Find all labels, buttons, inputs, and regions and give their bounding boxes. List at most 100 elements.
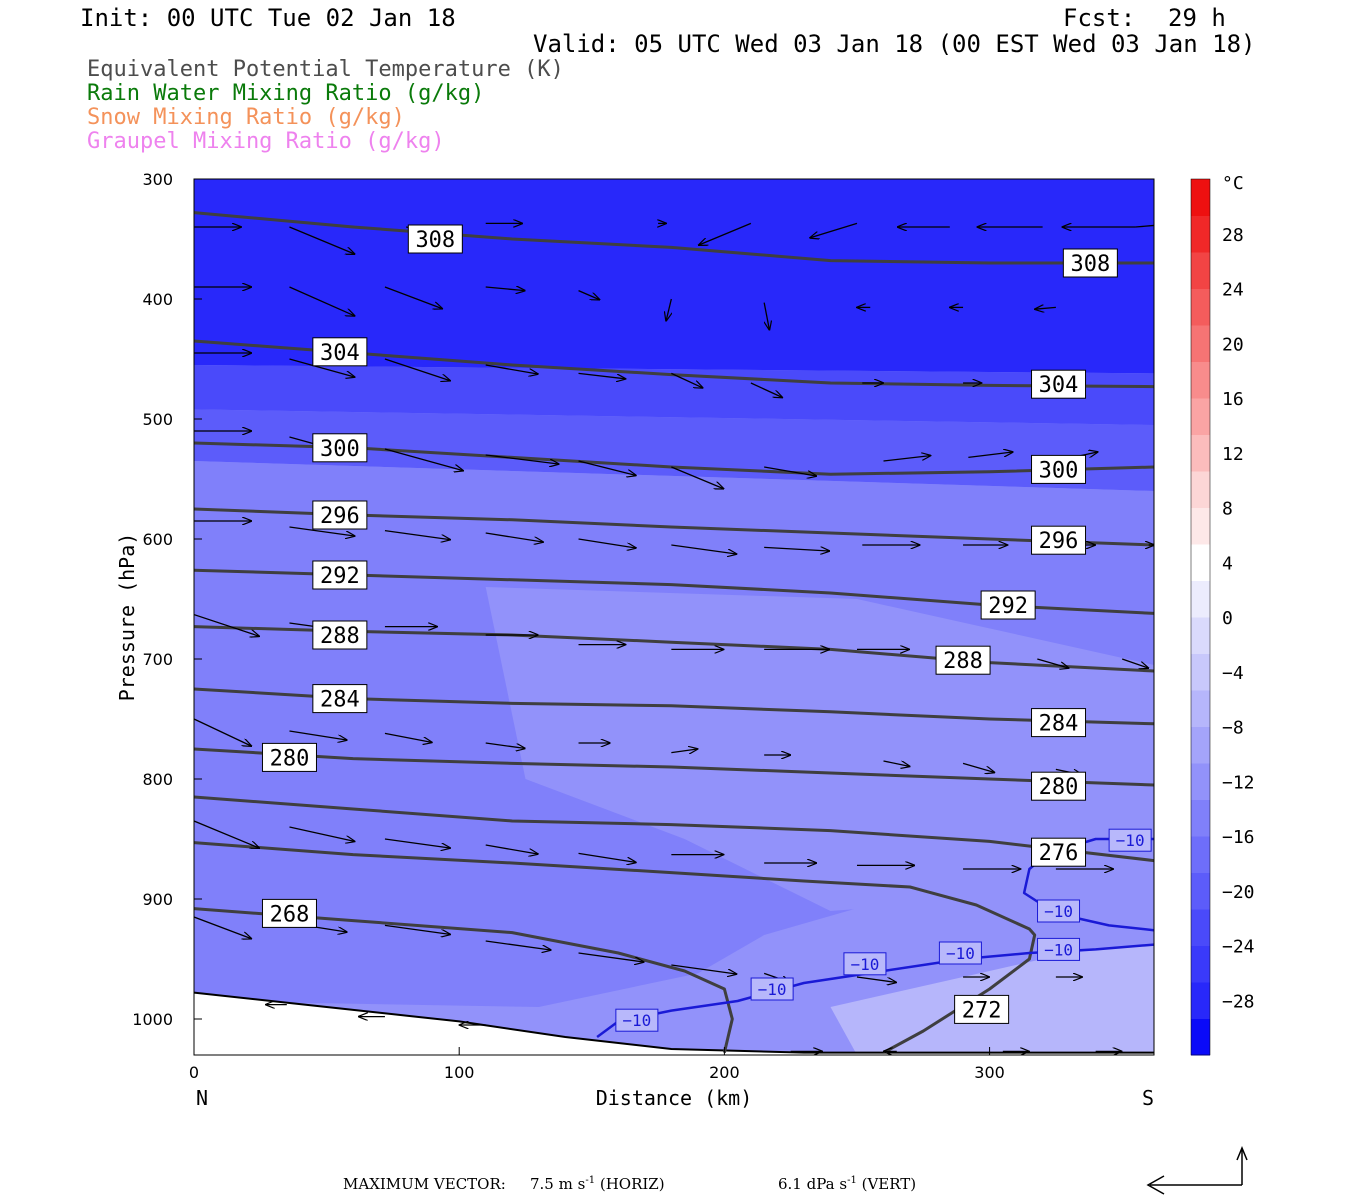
max-vector-horiz-unit: (HORIZ) [599, 1175, 665, 1193]
theta-e-contour [194, 795, 1154, 863]
left-end-label: N [196, 1086, 208, 1110]
colorbar-segment [1191, 872, 1210, 910]
ground-line [194, 991, 1154, 1054]
colorbar-tick-label: −24 [1222, 937, 1255, 958]
theta-e-label-box [980, 590, 1036, 620]
colorbar-segment [1191, 434, 1210, 472]
isotherm-label: −10 [850, 955, 879, 974]
theta-e-label: 300 [320, 437, 360, 462]
valid-time: Valid: 05 UTC Wed 03 Jan 18 (00 EST Wed … [533, 30, 1256, 58]
wind-vector [968, 452, 1012, 459]
wind-vector [1135, 224, 1154, 228]
isotherm-label: −10 [622, 1011, 651, 1030]
wind-vector [578, 952, 644, 962]
colorbar-frame [1190, 178, 1211, 1056]
wind-vector [671, 749, 697, 753]
wind-vector [289, 730, 346, 740]
colorbar-segment [1191, 836, 1210, 873]
x-tick-label: 300 [974, 1063, 1005, 1082]
colorbar-segment [1191, 507, 1210, 545]
wind-vector [671, 544, 736, 554]
wind-vector [485, 287, 525, 291]
wind-vector [883, 760, 910, 766]
colorbar-segment [1191, 945, 1210, 983]
colorbar-tick-label: 0 [1222, 608, 1233, 629]
colorbar-tick-label: −12 [1222, 772, 1255, 793]
field-graupel-label: Graupel Mixing Ratio (g/kg) [87, 129, 445, 154]
isotherm-label-box [938, 941, 982, 965]
wind-vector [194, 613, 259, 637]
wind-vector [384, 529, 450, 540]
max-vector-reference-arrow [1146, 1146, 1248, 1195]
wind-vector [384, 924, 450, 934]
colorbar-tick-label: −8 [1222, 718, 1244, 739]
wind-vector [578, 372, 626, 378]
forecast-hour-label: Fcst: [1063, 4, 1136, 32]
colorbar-tick-label: 16 [1222, 389, 1244, 410]
theta-e-label-box [407, 224, 463, 254]
max-vector-horiz-value: 7.5 m s [530, 1175, 586, 1193]
theta-e-label: 288 [320, 624, 360, 649]
shading-band [194, 409, 1154, 491]
y-tick-label: 700 [142, 650, 173, 669]
wind-vector [384, 838, 450, 848]
theta-e-label-box [1031, 837, 1087, 867]
field-snow-label: Snow Mixing Ratio (g/kg) [87, 105, 405, 130]
theta-e-label-box [261, 742, 317, 772]
colorbar-segment [1191, 982, 1210, 1019]
colorbar-segment [1191, 215, 1210, 253]
axes: 300 400 500 600 700 800 900 1000 0 100 200 300 Dista… [115, 170, 1154, 1110]
theta-e-label: 280 [270, 746, 310, 771]
isotherm-label: −10 [1116, 831, 1145, 850]
x-tick-label: 200 [709, 1063, 740, 1082]
wind-vector [671, 964, 736, 974]
max-vector-horiz: 7.5 m s-1 (HORIZ) [530, 1175, 665, 1193]
theta-e-label: 276 [1039, 841, 1079, 866]
theta-e-label-box [312, 500, 368, 530]
colorbar-segment [1191, 288, 1210, 326]
colorbar-segment [1191, 909, 1210, 946]
theta-e-label-box [1031, 369, 1087, 399]
isotherm-label-box [1037, 899, 1081, 923]
wind-vector [764, 547, 829, 551]
theta-e-label: 296 [1039, 529, 1079, 554]
wind-vector [194, 820, 259, 848]
colorbar-tick-label: 4 [1222, 553, 1233, 574]
isotherm-label: −10 [946, 944, 975, 963]
wind-vector [699, 222, 752, 245]
colorbar-segment [1191, 580, 1210, 618]
wind-vector [1037, 658, 1068, 668]
wind-vector [666, 298, 671, 321]
forecast-hour-value: 29 h [1168, 4, 1226, 32]
theta-e-label: 308 [1070, 252, 1110, 277]
wind-vector [289, 826, 354, 841]
y-tick-label: 500 [142, 410, 173, 429]
theta-e-label-box [1062, 248, 1118, 278]
theta-e-label: 284 [320, 688, 360, 713]
colorbar: 28 24 20 16 12 8 4 0 −4 −8 −12 −16 −20 −24 −28 °C [1190, 173, 1255, 1056]
colorbar-tick-label: 20 [1222, 334, 1244, 355]
theta-e-label: 308 [415, 228, 455, 253]
wind-vector [485, 844, 538, 854]
colorbar-tick-label: −20 [1222, 882, 1255, 903]
wind-vector [289, 226, 354, 254]
max-vector-horiz-exponent: -1 [585, 1175, 596, 1186]
init-time: Init: 00 UTC Tue 02 Jan 18 [80, 4, 456, 32]
theta-e-contour [194, 211, 1154, 265]
wind-vector [810, 222, 858, 237]
theta-e-label-box [312, 620, 368, 650]
theta-e-label: 292 [320, 564, 360, 589]
theta-e-label-box [312, 433, 368, 463]
isotherm-label-box [1108, 828, 1152, 852]
theta-e-label: 300 [1039, 458, 1079, 483]
colorbar-unit: °C [1222, 173, 1244, 194]
theta-e-label: 280 [1039, 775, 1079, 800]
theta-e-label: 284 [1039, 712, 1079, 737]
isotherm-label-box [1037, 937, 1081, 961]
theta-e-label: 304 [1039, 373, 1079, 398]
colorbar-tick-label: 28 [1222, 225, 1244, 246]
theta-e-label-box [954, 994, 1010, 1024]
isotherm-label: −10 [1044, 940, 1073, 959]
y-tick-label: 800 [142, 770, 173, 789]
wind-vector [962, 762, 994, 772]
